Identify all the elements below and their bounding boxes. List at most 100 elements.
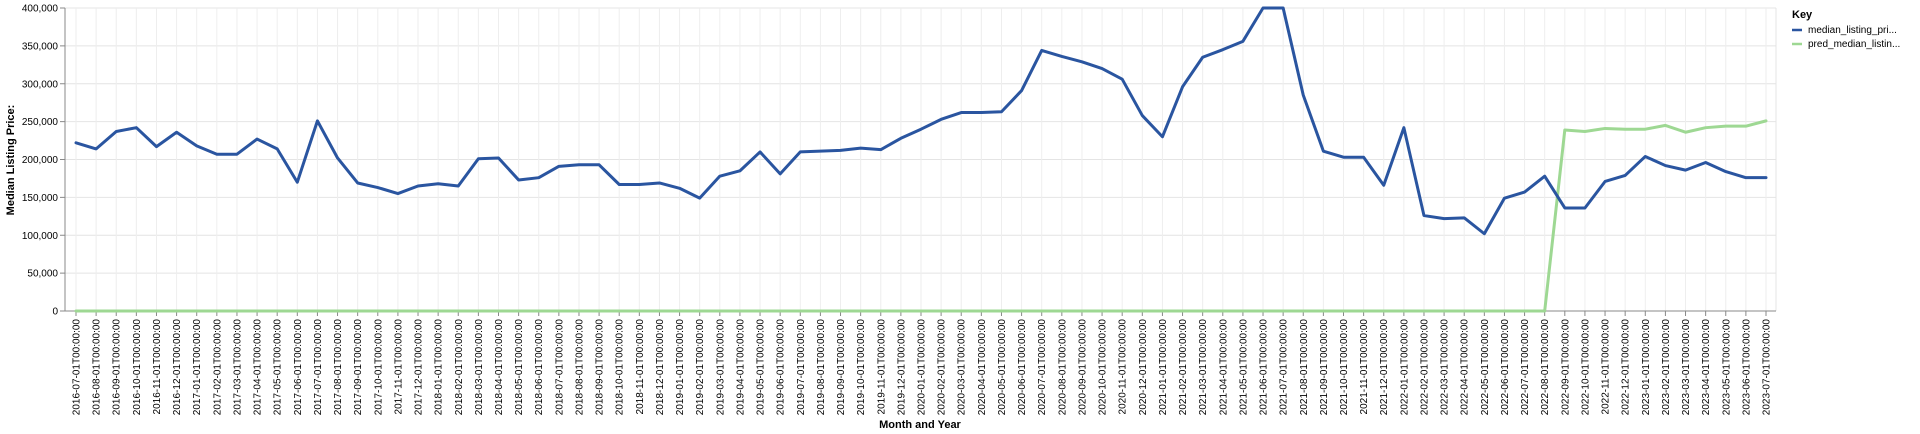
x-tick-label: 2016-07-01T00:00:00 (72, 319, 83, 416)
x-tick-label: 2019-08-01T00:00:00 (816, 319, 827, 416)
x-tick-label: 2022-05-01T00:00:00 (1480, 319, 1491, 416)
x-tick-label: 2018-02-01T00:00:00 (454, 319, 465, 416)
x-tick-label: 2020-02-01T00:00:00 (937, 319, 948, 416)
x-ticks: 2016-07-01T00:00:00 2016-08-01T00:00:00 20… (72, 311, 1773, 415)
x-tick-label: 2018-06-01T00:00:00 (534, 319, 545, 416)
x-tick-label: 2018-11-01T00:00:00 (635, 319, 646, 415)
legend-label: pred_median_listin... (1808, 39, 1900, 50)
x-tick-label: 2022-10-01T00:00:00 (1580, 319, 1591, 416)
x-tick-label: 2016-08-01T00:00:00 (92, 319, 103, 416)
x-tick-label: 2020-12-01T00:00:00 (1138, 319, 1149, 416)
x-tick-label: 2017-07-01T00:00:00 (313, 319, 324, 416)
legend-items: median_listing_pri... pred_median_listin.… (1792, 25, 1900, 50)
x-tick-label: 2019-06-01T00:00:00 (776, 319, 787, 416)
x-tick-label: 2017-06-01T00:00:00 (293, 319, 304, 416)
x-tick-label: 2022-12-01T00:00:00 (1621, 319, 1632, 416)
x-tick-label: 2016-12-01T00:00:00 (172, 319, 183, 416)
x-tick-label: 2022-06-01T00:00:00 (1500, 319, 1511, 416)
x-tick-label: 2023-04-01T00:00:00 (1701, 319, 1712, 416)
x-tick-label: 2020-08-01T00:00:00 (1057, 319, 1068, 416)
x-tick-label: 2018-05-01T00:00:00 (514, 319, 525, 416)
x-tick-label: 2018-03-01T00:00:00 (474, 319, 485, 416)
x-tick-label: 2021-06-01T00:00:00 (1259, 319, 1270, 416)
x-tick-label: 2021-11-01T00:00:00 (1359, 319, 1370, 415)
x-tick-label: 2018-10-01T00:00:00 (615, 319, 626, 416)
x-tick-label: 2020-05-01T00:00:00 (997, 319, 1008, 416)
x-tick-label: 2018-08-01T00:00:00 (574, 319, 585, 416)
x-tick-label: 2019-07-01T00:00:00 (796, 319, 807, 416)
x-tick-label: 2021-02-01T00:00:00 (1178, 319, 1189, 416)
x-tick-label: 2023-01-01T00:00:00 (1641, 319, 1652, 416)
x-tick-label: 2022-03-01T00:00:00 (1440, 319, 1451, 416)
x-tick-label: 2019-11-01T00:00:00 (876, 319, 887, 415)
x-tick-label: 2017-03-01T00:00:00 (232, 319, 243, 416)
x-tick-label: 2017-08-01T00:00:00 (333, 319, 344, 416)
x-tick-label: 2021-08-01T00:00:00 (1299, 319, 1310, 416)
y-axis-title: Median Listing Price: (5, 105, 17, 216)
x-tick-label: 2017-11-01T00:00:00 (393, 319, 404, 415)
y-tick-label: 300,000 (22, 79, 59, 90)
x-tick-label: 2018-12-01T00:00:00 (655, 319, 666, 416)
x-tick-label: 2017-10-01T00:00:00 (373, 319, 384, 416)
x-tick-label: 2017-04-01T00:00:00 (253, 319, 264, 416)
y-tick-label: 150,000 (22, 193, 59, 204)
x-tick-label: 2021-10-01T00:00:00 (1339, 319, 1350, 416)
y-tick-label: 200,000 (22, 155, 59, 166)
x-tick-label: 2023-02-01T00:00:00 (1661, 319, 1672, 416)
x-tick-label: 2022-09-01T00:00:00 (1560, 319, 1571, 416)
legend: Key median_listing_pri... pred_median_lis… (1792, 9, 1900, 50)
x-tick-label: 2019-09-01T00:00:00 (836, 319, 847, 416)
x-tick-label: 2020-03-01T00:00:00 (957, 319, 968, 416)
x-tick-label: 2022-01-01T00:00:00 (1399, 319, 1410, 416)
y-tick-label: 400,000 (22, 4, 59, 15)
x-tick-label: 2019-12-01T00:00:00 (896, 319, 907, 416)
legend-title: Key (1792, 9, 1813, 21)
x-tick-label: 2016-09-01T00:00:00 (112, 319, 123, 416)
x-tick-label: 2017-01-01T00:00:00 (192, 319, 203, 416)
x-tick-label: 2020-04-01T00:00:00 (977, 319, 988, 416)
x-tick-label: 2018-09-01T00:00:00 (595, 319, 606, 416)
y-tick-label: 100,000 (22, 231, 59, 242)
x-tick-label: 2021-07-01T00:00:00 (1279, 319, 1290, 416)
x-tick-label: 2019-02-01T00:00:00 (695, 319, 706, 416)
x-tick-label: 2021-01-01T00:00:00 (1158, 319, 1169, 416)
x-tick-label: 2019-04-01T00:00:00 (735, 319, 746, 416)
x-tick-label: 2016-10-01T00:00:00 (132, 319, 143, 416)
x-tick-label: 2022-08-01T00:00:00 (1540, 319, 1551, 416)
y-tick-label: 350,000 (22, 41, 59, 52)
y-tick-label: 0 (52, 307, 58, 318)
x-tick-label: 2020-09-01T00:00:00 (1077, 319, 1088, 416)
x-tick-label: 2019-03-01T00:00:00 (715, 319, 726, 416)
x-tick-label: 2021-04-01T00:00:00 (1218, 319, 1229, 416)
grid-lines (65, 7, 1777, 311)
x-tick-label: 2021-09-01T00:00:00 (1319, 319, 1330, 416)
x-tick-label: 2022-02-01T00:00:00 (1419, 319, 1430, 416)
x-axis-title: Month and Year (879, 419, 961, 431)
x-tick-label: 2019-10-01T00:00:00 (856, 319, 867, 416)
x-tick-label: 2017-09-01T00:00:00 (353, 319, 364, 416)
x-tick-label: 2023-07-01T00:00:00 (1762, 319, 1773, 416)
x-tick-label: 2022-04-01T00:00:00 (1460, 319, 1471, 416)
x-tick-label: 2018-01-01T00:00:00 (434, 319, 445, 416)
x-tick-label: 2018-07-01T00:00:00 (554, 319, 565, 416)
y-tick-label: 250,000 (22, 117, 59, 128)
legend-label: median_listing_pri... (1808, 25, 1897, 36)
x-tick-label: 2021-05-01T00:00:00 (1238, 319, 1249, 416)
x-tick-label: 2020-01-01T00:00:00 (917, 319, 928, 416)
x-tick-label: 2021-12-01T00:00:00 (1379, 319, 1390, 416)
x-tick-label: 2017-02-01T00:00:00 (212, 319, 223, 416)
x-tick-label: 2023-06-01T00:00:00 (1741, 319, 1752, 416)
x-tick-label: 2021-03-01T00:00:00 (1198, 319, 1209, 416)
series-lines (74, 6, 1768, 313)
x-tick-label: 2022-11-01T00:00:00 (1601, 319, 1612, 415)
x-tick-label: 2022-07-01T00:00:00 (1520, 319, 1531, 416)
x-tick-label: 2019-05-01T00:00:00 (756, 319, 767, 416)
x-tick-label: 2016-11-01T00:00:00 (152, 319, 163, 415)
x-tick-label: 2020-07-01T00:00:00 (1037, 319, 1048, 416)
x-tick-label: 2019-01-01T00:00:00 (675, 319, 686, 416)
x-tick-label: 2023-03-01T00:00:00 (1681, 319, 1692, 416)
x-tick-label: 2017-05-01T00:00:00 (273, 319, 284, 416)
y-ticks: 0 50,000 100,000 150,000 200,000 250,000 300,0… (22, 4, 65, 318)
series-line (74, 119, 1768, 313)
